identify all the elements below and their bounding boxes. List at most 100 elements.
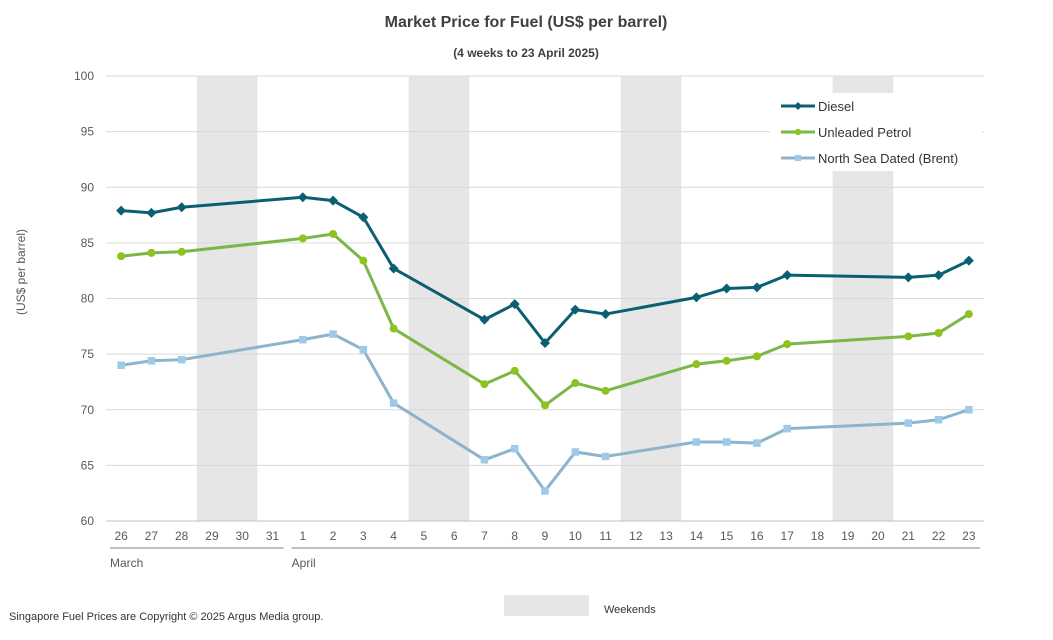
x-tick-label: 4: [390, 529, 397, 543]
data-point: [965, 406, 973, 414]
legend-label: Unleaded Petrol: [818, 125, 911, 140]
x-tick-label: 23: [962, 529, 976, 543]
weekend-legend-label: Weekends: [604, 604, 656, 616]
y-tick-label: 80: [81, 292, 95, 306]
data-point: [177, 247, 186, 256]
data-point: [297, 192, 308, 203]
data-point: [934, 328, 943, 337]
data-point: [721, 283, 732, 294]
chart-subtitle: (4 weeks to 23 April 2025): [453, 46, 599, 60]
data-point: [934, 416, 943, 424]
data-point: [571, 379, 580, 388]
x-tick-label: 16: [750, 529, 764, 543]
data-point: [570, 304, 581, 315]
data-point: [510, 366, 519, 375]
legend-label: North Sea Dated (Brent): [818, 151, 958, 166]
x-tick-label: 30: [236, 529, 250, 543]
y-tick-label: 65: [81, 458, 95, 472]
legend-marker: [795, 155, 801, 161]
x-tick-label: 21: [902, 529, 916, 543]
data-point: [328, 195, 339, 206]
x-tick-label: 8: [511, 529, 518, 543]
x-tick-label: 31: [266, 529, 280, 543]
data-point: [691, 292, 702, 303]
y-tick-label: 90: [81, 180, 95, 194]
data-point: [176, 202, 187, 213]
data-point: [783, 340, 792, 349]
data-point: [389, 324, 398, 333]
y-axis-label: (US$ per barrel): [14, 229, 28, 315]
x-tick-label: 5: [421, 529, 428, 543]
x-tick-label: 15: [720, 529, 734, 543]
data-point: [147, 357, 156, 365]
data-point: [329, 229, 338, 238]
data-point: [963, 255, 974, 266]
x-tick-label: 22: [932, 529, 946, 543]
data-point: [117, 252, 126, 261]
y-tick-label: 100: [74, 69, 94, 83]
data-point: [722, 356, 731, 365]
legend-label: Diesel: [818, 99, 854, 114]
x-tick-label: 26: [114, 529, 128, 543]
x-tick-label: 2: [330, 529, 337, 543]
x-tick-label: 9: [542, 529, 549, 543]
data-point: [964, 310, 973, 319]
data-point: [783, 424, 791, 433]
y-tick-label: 95: [81, 125, 95, 139]
data-point: [541, 487, 549, 495]
data-point: [541, 401, 549, 410]
x-tick-label: 19: [841, 529, 855, 543]
data-point: [904, 419, 913, 427]
data-point: [389, 399, 398, 407]
data-point: [147, 248, 156, 257]
data-point: [117, 361, 125, 369]
legend-marker: [794, 102, 802, 110]
x-tick-label: 27: [145, 529, 159, 543]
series-markers: [116, 192, 974, 495]
grid-lines: [106, 75, 984, 522]
data-point: [480, 456, 489, 464]
x-tick-label: 18: [811, 529, 825, 543]
x-tick-label: 28: [175, 529, 189, 543]
data-point: [388, 263, 399, 274]
data-point: [933, 270, 944, 281]
x-tick-label: 1: [299, 529, 306, 543]
data-point: [510, 444, 519, 453]
data-point: [753, 439, 761, 447]
data-point: [329, 330, 337, 338]
data-point: [600, 309, 611, 320]
data-point: [601, 386, 610, 395]
copyright-footer: Singapore Fuel Prices are Copyright © 20…: [9, 611, 323, 623]
data-point: [359, 345, 368, 354]
month-label: April: [292, 556, 316, 570]
data-point: [479, 314, 490, 325]
data-point: [601, 452, 610, 461]
legend-marker: [794, 128, 802, 136]
data-point: [904, 332, 913, 341]
data-point: [752, 352, 761, 361]
y-tick-label: 75: [81, 347, 95, 361]
data-point: [509, 299, 520, 310]
data-point: [540, 338, 550, 348]
data-point: [116, 205, 127, 216]
data-point: [692, 360, 701, 369]
data-point: [903, 272, 914, 283]
chart-title: Market Price for Fuel (US$ per barrel): [385, 14, 668, 31]
data-point: [571, 448, 580, 456]
data-point: [299, 335, 307, 344]
data-point: [751, 282, 762, 293]
y-tick-label: 60: [81, 514, 95, 528]
x-tick-label: 14: [690, 529, 704, 543]
data-point: [298, 234, 307, 243]
data-point: [480, 380, 489, 389]
data-point: [359, 256, 368, 265]
x-tick-label: 13: [659, 529, 673, 543]
data-point: [692, 438, 701, 446]
y-tick-label: 70: [81, 403, 95, 417]
x-tick-label: 6: [451, 529, 458, 543]
x-tick-label: 3: [360, 529, 367, 543]
legend: Diesel Unleaded Petrol North Sea Dated (Br…: [770, 93, 982, 171]
